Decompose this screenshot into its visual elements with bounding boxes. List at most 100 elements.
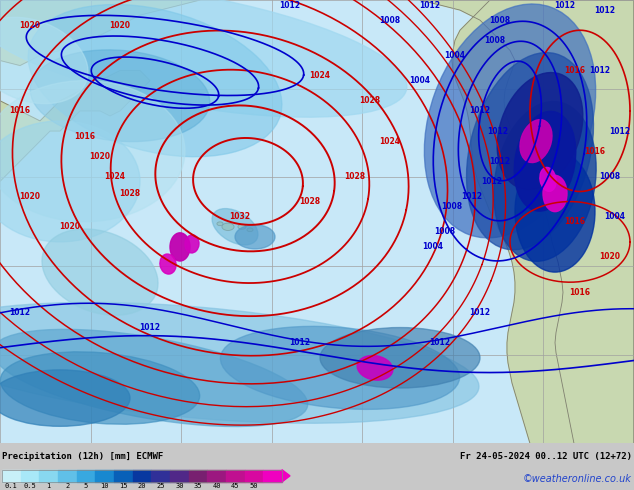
- Ellipse shape: [0, 81, 185, 222]
- Text: 1016: 1016: [564, 217, 586, 226]
- Text: 1004: 1004: [444, 51, 465, 60]
- Text: 1016: 1016: [75, 131, 96, 141]
- Ellipse shape: [543, 175, 567, 212]
- Polygon shape: [0, 0, 150, 181]
- Text: 1008: 1008: [489, 16, 510, 24]
- Text: 1020: 1020: [110, 21, 131, 30]
- Bar: [245, 470, 263, 482]
- Bar: [77, 470, 95, 482]
- Text: 1028: 1028: [299, 197, 321, 206]
- Text: 25: 25: [157, 483, 165, 489]
- Text: 1028: 1028: [359, 96, 380, 105]
- Text: 1008: 1008: [434, 227, 456, 236]
- Text: 1020: 1020: [20, 21, 41, 30]
- Text: 1028: 1028: [119, 189, 141, 198]
- Polygon shape: [0, 0, 200, 66]
- Ellipse shape: [235, 225, 275, 249]
- Bar: [114, 470, 133, 482]
- Bar: [95, 470, 114, 482]
- Bar: [58, 470, 77, 482]
- Text: 2: 2: [65, 483, 70, 489]
- Polygon shape: [420, 0, 634, 443]
- Ellipse shape: [497, 73, 583, 190]
- Text: 1012: 1012: [462, 192, 482, 201]
- Text: 1028: 1028: [344, 172, 366, 181]
- Text: 1012: 1012: [10, 308, 30, 317]
- Text: 1012: 1012: [595, 5, 616, 15]
- Polygon shape: [452, 0, 634, 443]
- Bar: [2, 470, 21, 482]
- Bar: [226, 470, 245, 482]
- Ellipse shape: [320, 327, 480, 388]
- Text: 45: 45: [231, 483, 240, 489]
- Text: 5: 5: [84, 483, 88, 489]
- Polygon shape: [542, 343, 563, 443]
- Ellipse shape: [515, 151, 595, 272]
- Ellipse shape: [424, 4, 596, 238]
- Text: 1012: 1012: [470, 106, 491, 115]
- Bar: [133, 470, 152, 482]
- Text: 30: 30: [175, 483, 184, 489]
- Text: 1012: 1012: [470, 308, 491, 317]
- Ellipse shape: [238, 224, 246, 229]
- Ellipse shape: [0, 329, 307, 426]
- Bar: [170, 470, 189, 482]
- Text: 1008: 1008: [441, 202, 463, 211]
- Text: 1012: 1012: [489, 157, 510, 166]
- Text: 1012: 1012: [555, 0, 576, 9]
- Text: 20: 20: [138, 483, 146, 489]
- Text: 1020: 1020: [89, 152, 110, 161]
- Text: 1032: 1032: [230, 212, 250, 221]
- Bar: [152, 470, 170, 482]
- Ellipse shape: [160, 254, 176, 274]
- Text: 1012: 1012: [590, 66, 611, 75]
- Text: Fr 24-05-2024 00..12 UTC (12+72): Fr 24-05-2024 00..12 UTC (12+72): [460, 452, 632, 461]
- Ellipse shape: [0, 0, 407, 117]
- Text: 1024: 1024: [380, 137, 401, 146]
- Text: 1012: 1012: [290, 338, 311, 347]
- Text: 1020: 1020: [20, 192, 41, 201]
- Ellipse shape: [42, 229, 158, 315]
- Ellipse shape: [520, 120, 552, 163]
- Text: 1008: 1008: [599, 172, 621, 181]
- Text: 1012: 1012: [429, 338, 451, 347]
- Text: 40: 40: [212, 483, 221, 489]
- Bar: [21, 470, 39, 482]
- Text: 1020: 1020: [60, 222, 81, 231]
- Text: 1024: 1024: [105, 172, 126, 181]
- Text: ©weatheronline.co.uk: ©weatheronline.co.uk: [523, 474, 632, 484]
- Bar: [189, 470, 207, 482]
- Text: 1016: 1016: [569, 288, 590, 297]
- Text: 1012: 1012: [280, 0, 301, 9]
- Bar: [39, 470, 58, 482]
- Text: 1024: 1024: [309, 71, 330, 80]
- Text: 1016: 1016: [585, 147, 605, 156]
- Text: 50: 50: [250, 483, 258, 489]
- Text: 1012: 1012: [609, 126, 630, 136]
- Text: 0.5: 0.5: [23, 483, 36, 489]
- Text: 10: 10: [100, 483, 109, 489]
- Ellipse shape: [514, 111, 576, 211]
- Ellipse shape: [540, 168, 556, 192]
- Text: 1008: 1008: [379, 16, 401, 24]
- Polygon shape: [282, 470, 290, 482]
- Bar: [263, 470, 282, 482]
- Text: 35: 35: [194, 483, 202, 489]
- Ellipse shape: [185, 235, 199, 253]
- Text: 1016: 1016: [564, 66, 586, 75]
- Ellipse shape: [0, 17, 88, 103]
- Text: Precipitation (12h) [mm] ECMWF: Precipitation (12h) [mm] ECMWF: [2, 452, 163, 461]
- Text: 0.1: 0.1: [5, 483, 18, 489]
- Text: 1012: 1012: [488, 126, 508, 136]
- Ellipse shape: [357, 356, 393, 380]
- Ellipse shape: [467, 52, 593, 250]
- Text: 1012: 1012: [139, 323, 160, 332]
- Ellipse shape: [494, 101, 596, 261]
- Text: 1012: 1012: [481, 177, 503, 186]
- Text: 1004: 1004: [422, 243, 444, 251]
- Text: 1016: 1016: [10, 106, 30, 115]
- Bar: [207, 470, 226, 482]
- Text: 1: 1: [46, 483, 51, 489]
- Ellipse shape: [221, 326, 460, 409]
- Text: 1004: 1004: [410, 76, 430, 85]
